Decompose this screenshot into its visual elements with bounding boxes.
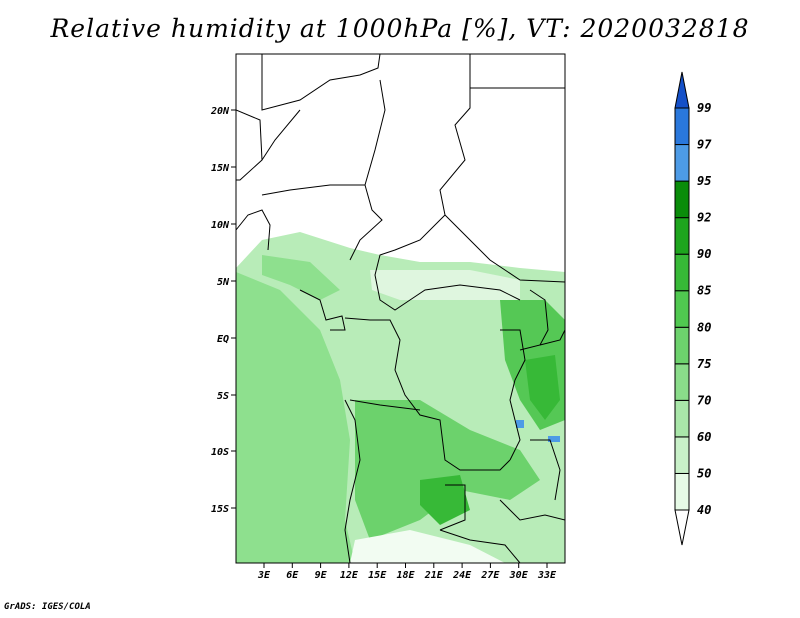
rh-85-region-land xyxy=(355,400,540,540)
lake-humidity-patch xyxy=(516,420,524,428)
map-frame xyxy=(235,53,566,564)
rh-low-south xyxy=(350,530,505,563)
rh-92-patch xyxy=(525,355,560,420)
colorbar-segment xyxy=(674,180,690,219)
colorbar-segment xyxy=(674,144,690,182)
colorbar-segment xyxy=(674,326,690,365)
lat-label: 5N xyxy=(217,277,230,288)
colorbar-segment xyxy=(674,107,690,146)
colorbar-top-triangle xyxy=(674,71,690,109)
lake-humidity-patch-2 xyxy=(548,436,560,442)
colorbar-label: 97 xyxy=(697,138,712,152)
colorbar-label: 85 xyxy=(697,284,711,298)
country-borders xyxy=(236,54,565,563)
lat-label: 15N xyxy=(211,163,230,174)
lon-label: 27E xyxy=(480,570,500,581)
lon-label: 9E xyxy=(315,570,328,581)
grads-credit: GrADS: IGES/COLA xyxy=(4,602,91,612)
map-title: Relative humidity at 1000hPa [%], VT: 20… xyxy=(50,14,750,43)
colorbar-label: 40 xyxy=(697,503,711,517)
colorbar-label: 95 xyxy=(697,174,711,188)
lat-label: 20N xyxy=(210,106,230,117)
lat-label: EQ xyxy=(217,334,229,345)
colorbar-label: 80 xyxy=(697,320,711,334)
colorbar-segment xyxy=(674,363,690,401)
lon-label: 15E xyxy=(368,570,387,581)
colorbar-label: 75 xyxy=(697,357,711,371)
longitude-labels: 3E 6E 9E 12E 15E 18E 21E 24E 27E 30E 33E xyxy=(257,563,557,581)
lon-label: 12E xyxy=(340,570,359,581)
lon-label: 33E xyxy=(537,570,557,581)
colorbar-segment xyxy=(674,290,690,328)
latitude-labels: 20N 15N 10N 5N EQ 5S 10S 15S xyxy=(210,106,236,515)
rh-92-southwest xyxy=(420,475,470,525)
colorbar-segment xyxy=(674,399,690,438)
rh-60-light-band xyxy=(370,270,520,300)
colorbar-label: 99 xyxy=(697,101,711,115)
colorbar-segment xyxy=(674,436,690,474)
colorbar-label: 60 xyxy=(697,430,711,444)
colorbar: 40 50 60 70 75 80 85 90 92 95 97 99 xyxy=(674,71,712,546)
rh-80-region-ocean xyxy=(236,272,355,563)
colorbar-segment xyxy=(674,217,690,255)
lon-label: 21E xyxy=(424,570,444,581)
humidity-field xyxy=(236,54,565,563)
lat-label: 5S xyxy=(217,391,229,402)
lon-label: 6E xyxy=(286,570,299,581)
lat-label: 10S xyxy=(211,447,229,458)
colorbar-bottom-triangle xyxy=(674,509,690,546)
colorbar-label: 92 xyxy=(697,211,711,225)
lon-label: 24E xyxy=(452,570,472,581)
colorbar-segment xyxy=(674,253,690,292)
lat-label: 15S xyxy=(211,504,229,515)
lon-label: 3E xyxy=(257,570,271,581)
colorbar-label: 50 xyxy=(697,466,711,480)
lon-label: 30E xyxy=(509,570,529,581)
lat-label: 10N xyxy=(211,220,230,231)
rh-80-north-band xyxy=(262,255,340,300)
colorbar-segment xyxy=(674,472,690,511)
colorbar-label: 90 xyxy=(697,247,711,261)
lon-label: 18E xyxy=(396,570,415,581)
colorbar-label: 70 xyxy=(697,393,711,407)
